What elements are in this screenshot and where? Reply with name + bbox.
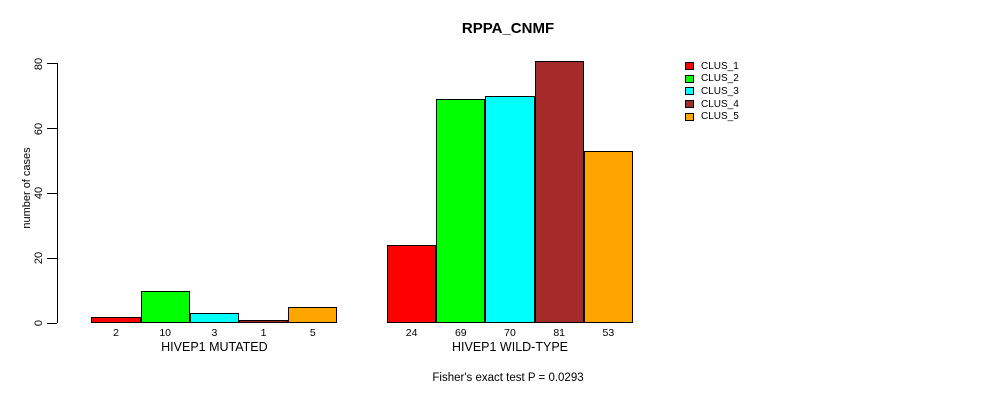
bar-value-label: 53 [602, 327, 615, 339]
bar [91, 316, 141, 323]
bar [534, 60, 584, 323]
legend-item: CLUS_3 [685, 85, 739, 98]
bar-value-label: 10 [159, 327, 172, 339]
chart-legend: CLUS_1 CLUS_2 CLUS_3 CLUS_4 CLUS_5 [685, 60, 739, 123]
legend-label: CLUS_5 [701, 111, 739, 123]
bar-value-label: 69 [454, 327, 467, 339]
legend-item: CLUS_5 [685, 110, 739, 123]
group-label: HIVEP1 MUTATED [161, 340, 268, 354]
y-tick [47, 192, 57, 194]
bar [485, 96, 535, 323]
bar [189, 313, 239, 323]
y-tick [47, 63, 57, 65]
y-tick [47, 128, 57, 130]
legend-label: CLUS_3 [701, 85, 739, 97]
bar [387, 245, 437, 323]
bar-value-label: 5 [309, 327, 316, 339]
bar [239, 319, 289, 323]
legend-swatch [685, 100, 694, 109]
y-tick-label: 20 [33, 252, 45, 265]
legend-item: CLUS_1 [685, 60, 739, 73]
bar [583, 151, 633, 323]
legend-item: CLUS_4 [685, 98, 739, 111]
legend-label: CLUS_1 [701, 60, 739, 72]
bar-value-label: 81 [553, 327, 566, 339]
legend-swatch [685, 112, 694, 121]
legend-swatch [685, 62, 694, 71]
chart-title: RPPA_CNMF [461, 20, 555, 37]
bar-value-label: 70 [504, 327, 516, 339]
y-tick [47, 322, 57, 324]
bar-value-label: 1 [260, 327, 267, 339]
bar [436, 99, 486, 323]
annotation-text: Fisher's exact test P = 0.0293 [432, 372, 584, 384]
bar-value-label: 3 [211, 327, 218, 339]
legend-swatch [685, 74, 694, 83]
bar-value-label: 2 [113, 327, 119, 339]
bar [140, 290, 190, 323]
y-tick-label: 0 [33, 319, 45, 327]
legend-swatch [685, 87, 694, 96]
bar [288, 306, 338, 323]
y-tick [47, 257, 57, 259]
bar-value-label: 24 [405, 327, 418, 339]
y-tick-label: 80 [33, 57, 45, 70]
group-label: HIVEP1 WILD-TYPE [452, 340, 568, 354]
legend-label: CLUS_4 [701, 98, 739, 110]
y-axis-label: number of cases [21, 147, 33, 229]
legend-label: CLUS_2 [701, 73, 739, 85]
legend-item: CLUS_2 [685, 73, 739, 86]
y-tick-label: 60 [33, 122, 45, 135]
y-tick-label: 40 [33, 187, 45, 200]
y-axis-line [57, 63, 58, 323]
